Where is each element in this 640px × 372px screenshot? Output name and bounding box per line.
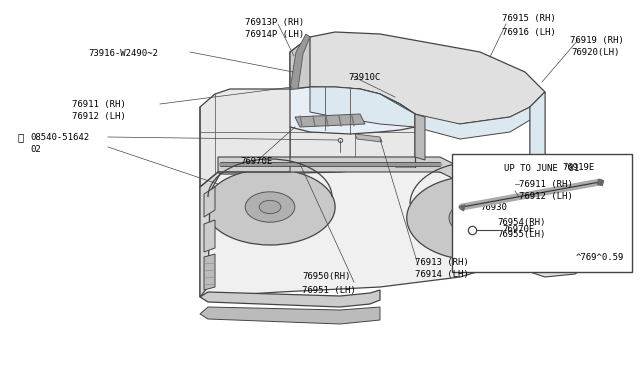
Polygon shape (204, 254, 215, 290)
Polygon shape (310, 87, 415, 127)
Polygon shape (290, 34, 310, 89)
Text: 76914P (LH): 76914P (LH) (245, 31, 304, 39)
Polygon shape (295, 114, 365, 127)
Text: 02: 02 (30, 145, 41, 154)
Text: UP TO JUNE '81: UP TO JUNE '81 (504, 164, 580, 173)
Text: 76954(RH): 76954(RH) (497, 218, 545, 227)
Ellipse shape (205, 169, 335, 245)
Text: 76911 (RH): 76911 (RH) (72, 99, 125, 109)
Polygon shape (415, 107, 530, 139)
Text: 76912 (LH): 76912 (LH) (519, 192, 573, 202)
Text: 76915 (RH): 76915 (RH) (502, 15, 556, 23)
Text: 73910C: 73910C (348, 73, 380, 81)
Text: 76970E: 76970E (502, 225, 534, 234)
Polygon shape (530, 92, 545, 242)
Text: 73916-W2490~2: 73916-W2490~2 (88, 49, 158, 58)
Text: 08540-51642: 08540-51642 (30, 132, 89, 141)
Polygon shape (218, 157, 470, 190)
Polygon shape (200, 290, 380, 307)
Polygon shape (530, 227, 590, 277)
Text: 76919E: 76919E (562, 163, 595, 171)
Polygon shape (200, 307, 380, 324)
Text: 76919 (RH): 76919 (RH) (570, 35, 624, 45)
Text: 76930: 76930 (480, 202, 507, 212)
Polygon shape (200, 172, 220, 297)
Ellipse shape (245, 192, 295, 222)
Text: 76970E: 76970E (240, 157, 272, 167)
Polygon shape (200, 167, 530, 297)
Text: ^769^0.59: ^769^0.59 (575, 253, 624, 262)
Polygon shape (204, 187, 215, 217)
Text: 76913 (RH): 76913 (RH) (415, 257, 468, 266)
Text: 76911 (RH): 76911 (RH) (519, 180, 573, 189)
Polygon shape (355, 134, 382, 142)
Text: 76950(RH): 76950(RH) (302, 273, 350, 282)
Text: 76951 (LH): 76951 (LH) (302, 285, 356, 295)
Text: 76913P (RH): 76913P (RH) (245, 17, 304, 26)
Text: 76920(LH): 76920(LH) (571, 48, 620, 58)
Text: 76912 (LH): 76912 (LH) (72, 112, 125, 122)
Polygon shape (290, 87, 415, 134)
Text: 76916 (LH): 76916 (LH) (502, 28, 556, 36)
Polygon shape (530, 92, 545, 192)
Text: 76914 (LH): 76914 (LH) (415, 270, 468, 279)
Ellipse shape (449, 201, 501, 235)
Polygon shape (290, 37, 310, 89)
Ellipse shape (407, 176, 543, 260)
Polygon shape (204, 220, 215, 252)
Polygon shape (290, 32, 545, 127)
Polygon shape (415, 114, 425, 160)
Text: Ⓢ: Ⓢ (18, 132, 24, 142)
Ellipse shape (259, 201, 281, 214)
Text: 76955(LH): 76955(LH) (497, 231, 545, 240)
Ellipse shape (463, 211, 486, 225)
Bar (452, 154, 632, 272)
Polygon shape (200, 89, 415, 187)
